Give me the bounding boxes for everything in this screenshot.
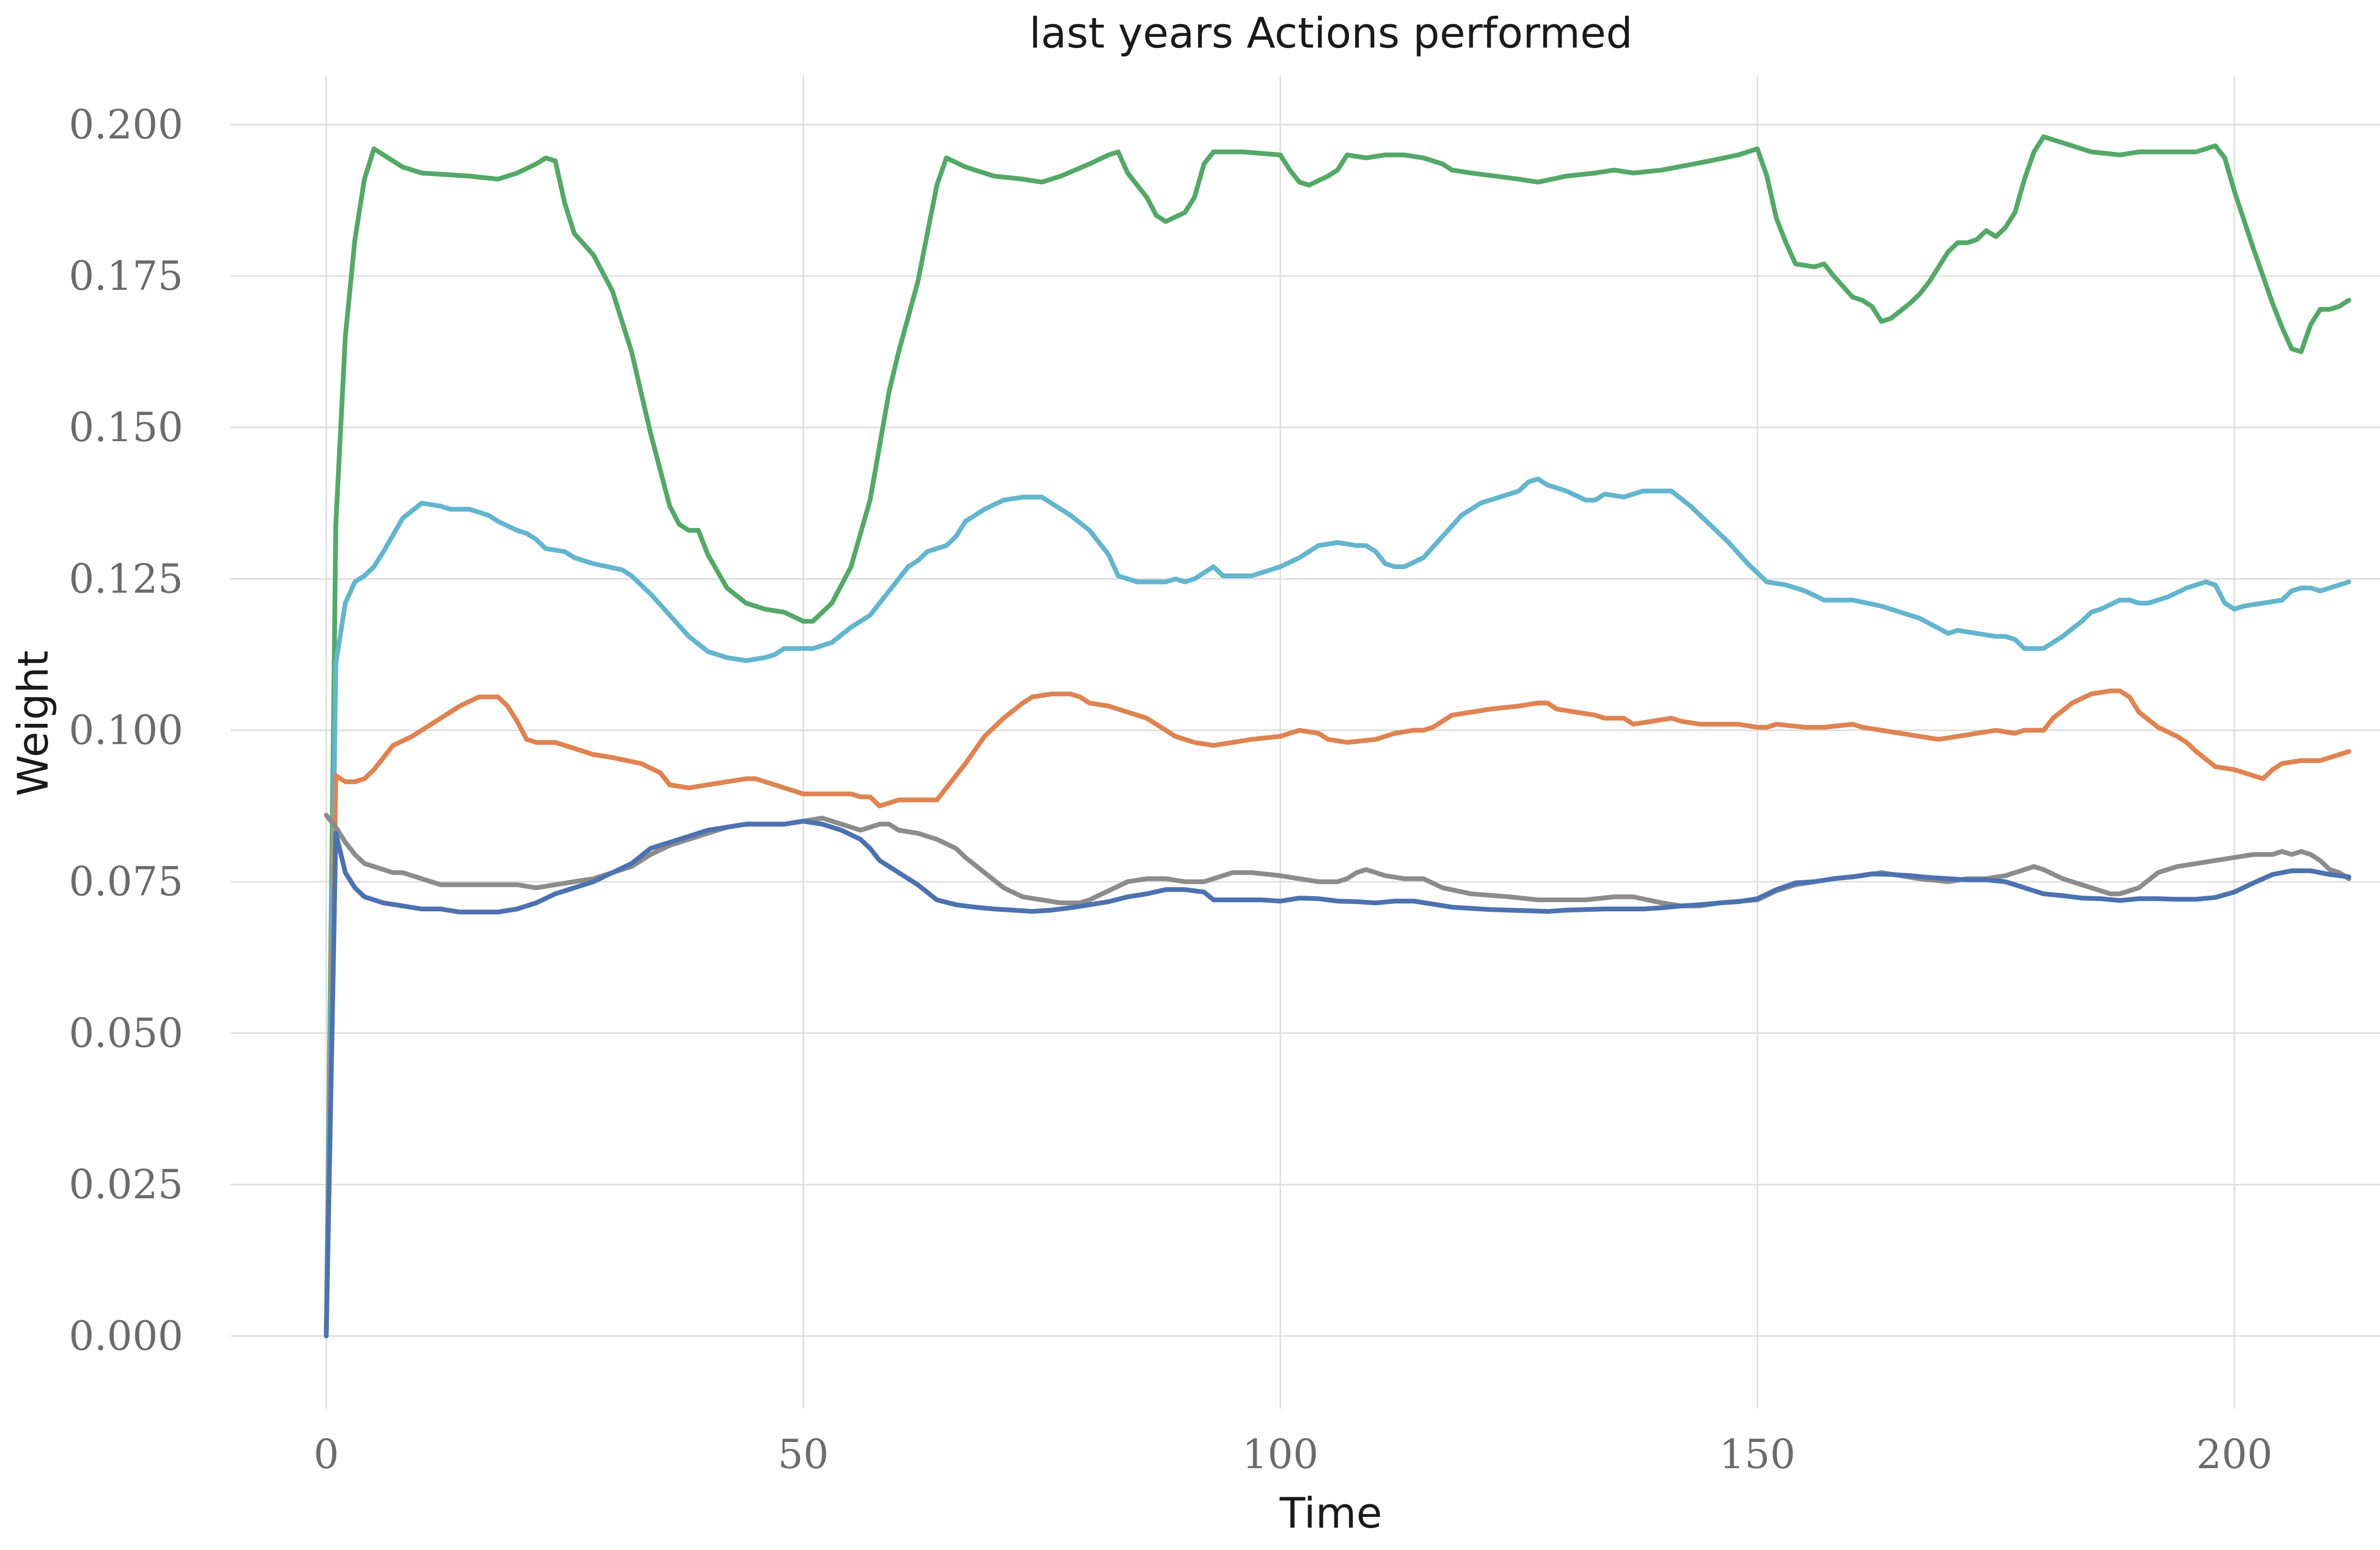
x-tick-label: 200 <box>2196 1431 2272 1478</box>
y-tick-label: 0.100 <box>69 707 183 754</box>
series-lines <box>324 134 2351 1339</box>
x-tick-label: 50 <box>778 1431 829 1478</box>
y-tick-label: 0.000 <box>69 1313 183 1359</box>
grid <box>231 76 2380 1409</box>
x-tick-label: 150 <box>1719 1431 1795 1478</box>
series-line-5 <box>324 819 2351 1339</box>
y-axis-label: Weight <box>9 651 58 797</box>
y-tick-label: 0.175 <box>69 253 183 299</box>
y-tick-label: 0.150 <box>69 404 183 451</box>
y-tick-label: 0.125 <box>69 555 183 602</box>
series-line-3 <box>324 688 2351 1339</box>
y-axis-ticks: 0.000 0.025 0.050 0.075 0.100 0.125 0.150 0.175… <box>69 101 183 1359</box>
y-tick-label: 0.075 <box>69 859 183 905</box>
x-axis-ticks: 0 50 100 150 200 <box>314 1431 2273 1478</box>
series-line-1 <box>324 134 2351 1339</box>
series-line-2 <box>324 476 2351 1339</box>
y-tick-label: 0.050 <box>69 1010 183 1056</box>
x-tick-label: 0 <box>314 1431 339 1478</box>
x-axis-label: Time <box>1279 1489 1382 1538</box>
series-line-4 <box>324 812 2351 908</box>
x-tick-label: 100 <box>1242 1431 1319 1478</box>
y-tick-label: 0.200 <box>69 101 183 148</box>
y-tick-label: 0.025 <box>69 1161 183 1208</box>
chart-title: last years Actions performed <box>1029 9 1633 58</box>
